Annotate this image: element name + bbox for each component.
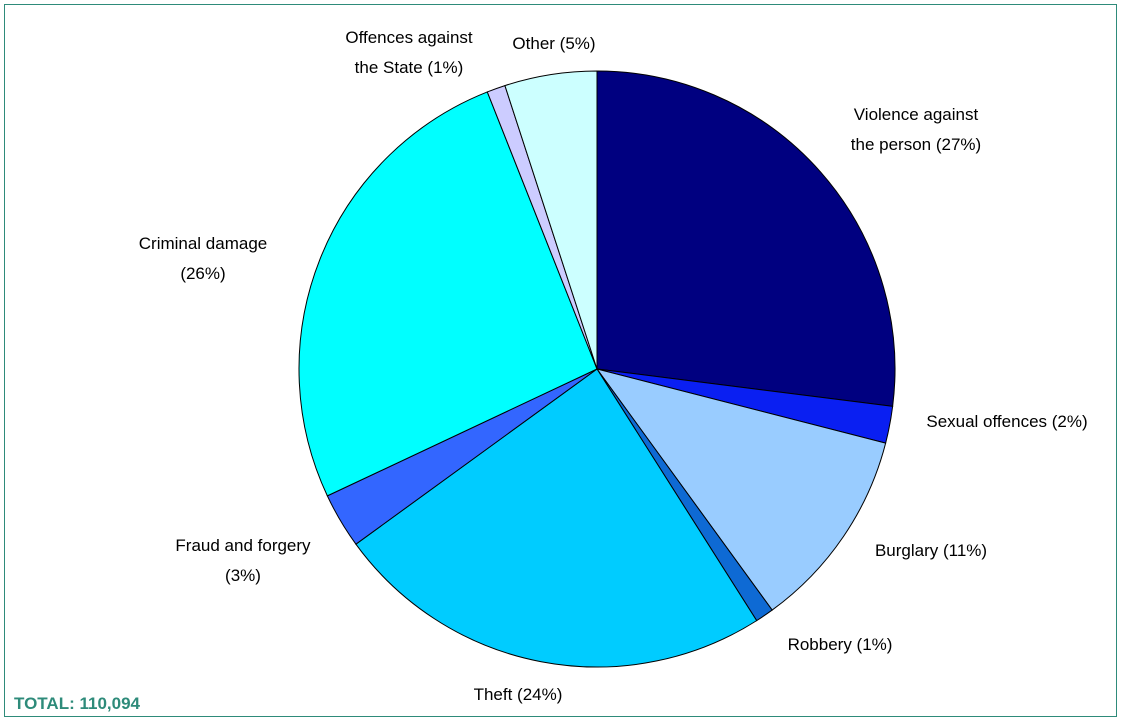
slice-label-2: Burglary (11%) <box>875 541 987 560</box>
pie-slice-2 <box>595 368 887 611</box>
slice-label-8: Other (5%) <box>512 34 595 53</box>
pie-slice-6 <box>298 91 598 497</box>
chart-frame <box>4 4 1117 717</box>
pie-slices <box>298 70 896 668</box>
slice-label-6: Criminal damage (26%) <box>139 234 268 283</box>
pie-slice-0 <box>596 70 896 407</box>
slice-label-0: Violence against the person (27%) <box>851 105 981 154</box>
slice-label-5: Fraud and forgery (3%) <box>175 536 311 585</box>
slice-labels: Violence against the person (27%) Sexual o… <box>139 28 1088 704</box>
pie-slice-4 <box>355 368 758 668</box>
total-label: TOTAL: 110,094 <box>14 694 140 713</box>
slice-label-7: Offences against the State (1%) <box>345 28 473 77</box>
slice-label-3: Robbery (1%) <box>788 635 893 654</box>
slice-label-4: Theft (24%) <box>474 685 563 704</box>
pie-slice-8 <box>504 70 598 370</box>
slice-label-1: Sexual offences (2%) <box>926 412 1087 431</box>
